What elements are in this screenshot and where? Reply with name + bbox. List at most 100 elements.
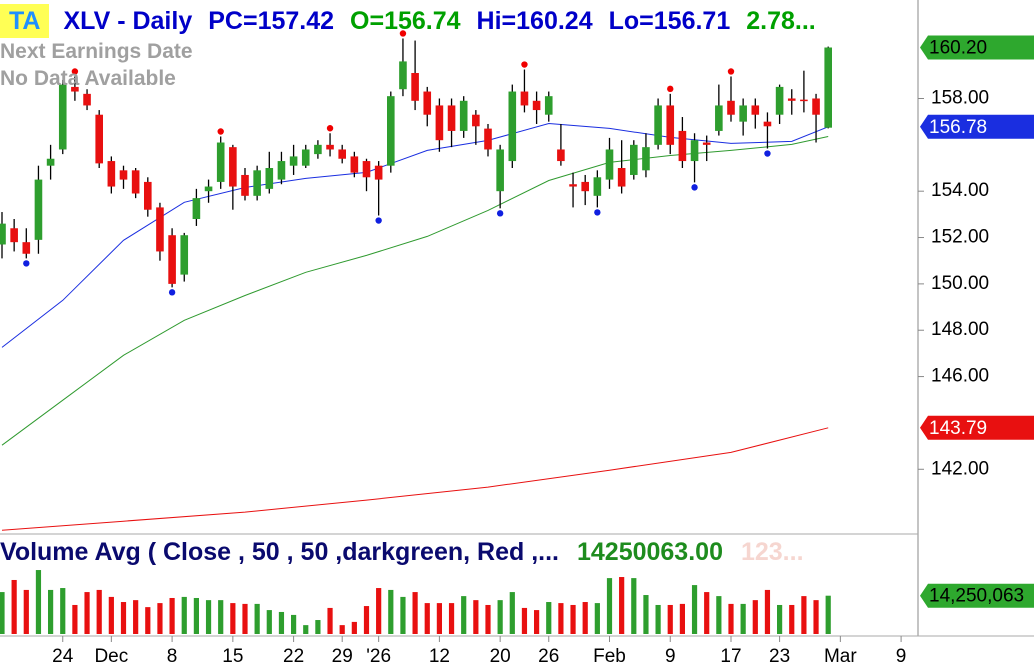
volume-bar [728, 603, 734, 634]
x-tick-label: 29 [332, 646, 353, 667]
x-tick-label: Feb [593, 646, 626, 667]
x-tick-label: 20 [490, 646, 511, 667]
volume-legend-item: 123... [740, 537, 804, 566]
volume-bar [84, 592, 90, 634]
candle-body [435, 105, 444, 141]
candle-body [642, 147, 650, 171]
volume-bar [230, 603, 236, 634]
candle-body [22, 242, 31, 254]
x-tick-label: 9 [665, 646, 676, 667]
x-tick-label: 8 [167, 646, 178, 667]
candle-body [812, 98, 820, 115]
candle-body [751, 105, 760, 115]
x-tick-label: Dec [94, 646, 128, 667]
price-tag-label: 143.79 [929, 418, 987, 439]
volume-bar [181, 596, 187, 634]
volume-bar [509, 592, 515, 634]
candle-body [739, 105, 747, 122]
volume-bar [582, 602, 588, 634]
candle-body [107, 161, 116, 187]
volume-bar [825, 595, 831, 634]
candle-body [666, 105, 675, 145]
candle-body [144, 181, 152, 210]
volume-bar [72, 604, 78, 634]
volume-bar [436, 603, 442, 634]
candle-body [787, 98, 796, 101]
badge[interactable]: TA [0, 4, 50, 38]
volume-bar [23, 589, 29, 634]
price-tag-label: 156.78 [929, 117, 987, 138]
swing-high-marker [71, 68, 79, 75]
candle-body [301, 149, 310, 166]
candle-body [569, 184, 577, 187]
volume-bar [643, 595, 649, 634]
volume-bar [363, 606, 370, 634]
y-tick-label: 158.00 [931, 88, 989, 109]
price-tag-label: 160.20 [929, 38, 987, 59]
volume-bar [108, 596, 114, 634]
volume-bar [218, 600, 224, 634]
candle-body [119, 170, 128, 180]
x-tick-label: Mar [824, 646, 857, 667]
y-tick-label: 152.00 [931, 227, 989, 248]
candle-body [289, 156, 298, 166]
moving-average [1, 427, 829, 531]
volume-bar [412, 592, 418, 634]
swing-low-marker [691, 184, 698, 191]
y-tick-label: 154.00 [931, 180, 989, 201]
volume-bar [48, 589, 54, 634]
candle-body [581, 181, 589, 192]
volume-bar [35, 570, 42, 634]
volume-bar [691, 585, 698, 634]
volume-bar [558, 603, 564, 634]
swing-low-marker [594, 209, 601, 216]
volume-bar [789, 604, 795, 634]
header-stat: O=156.74 [350, 6, 461, 35]
x-tick-label: 23 [769, 646, 790, 667]
candle-body [216, 142, 225, 182]
volume-bar [801, 596, 807, 634]
candle-body [58, 84, 67, 150]
candle-body [532, 100, 541, 111]
candle-body [690, 140, 699, 162]
volume-bar [655, 604, 661, 634]
volume-bar [752, 600, 758, 634]
candle-body [83, 93, 91, 106]
price-tag-label: 14,250,063 [929, 586, 1024, 607]
candle-body [654, 105, 662, 145]
candle-body [727, 100, 735, 115]
moving-average [1, 136, 829, 446]
volume-bar [205, 600, 212, 634]
price-tag [920, 114, 1034, 139]
candle-body [71, 86, 79, 92]
volume-bar [60, 588, 66, 634]
candle-body [192, 198, 201, 219]
candle-body [241, 174, 249, 196]
swing-high-marker [326, 125, 334, 132]
y-tick-label: 150.00 [931, 273, 989, 294]
symbol-title: XLV - Daily [63, 6, 193, 35]
candle-body [277, 161, 286, 180]
candle-body [423, 91, 432, 115]
candle-body [362, 161, 371, 178]
volume-bar [0, 592, 5, 634]
volume-bar [169, 597, 175, 634]
volume-bar [521, 607, 528, 634]
candle-body [459, 100, 468, 131]
volume-bar [740, 603, 746, 634]
candle-body [775, 86, 784, 115]
header-stat: Lo=156.71 [608, 6, 731, 35]
x-tick-label: '26 [366, 646, 391, 667]
candle-body [253, 170, 261, 196]
candle-body [557, 149, 565, 162]
volume-bar [485, 604, 491, 634]
volume-bar [619, 577, 625, 634]
volume-bar [303, 625, 309, 634]
swing-low-marker [764, 150, 771, 157]
volume-bar [120, 602, 127, 634]
candle-body [95, 114, 103, 164]
candle-body [314, 144, 322, 155]
volume-bar [157, 603, 163, 634]
volume-bar [546, 602, 552, 634]
